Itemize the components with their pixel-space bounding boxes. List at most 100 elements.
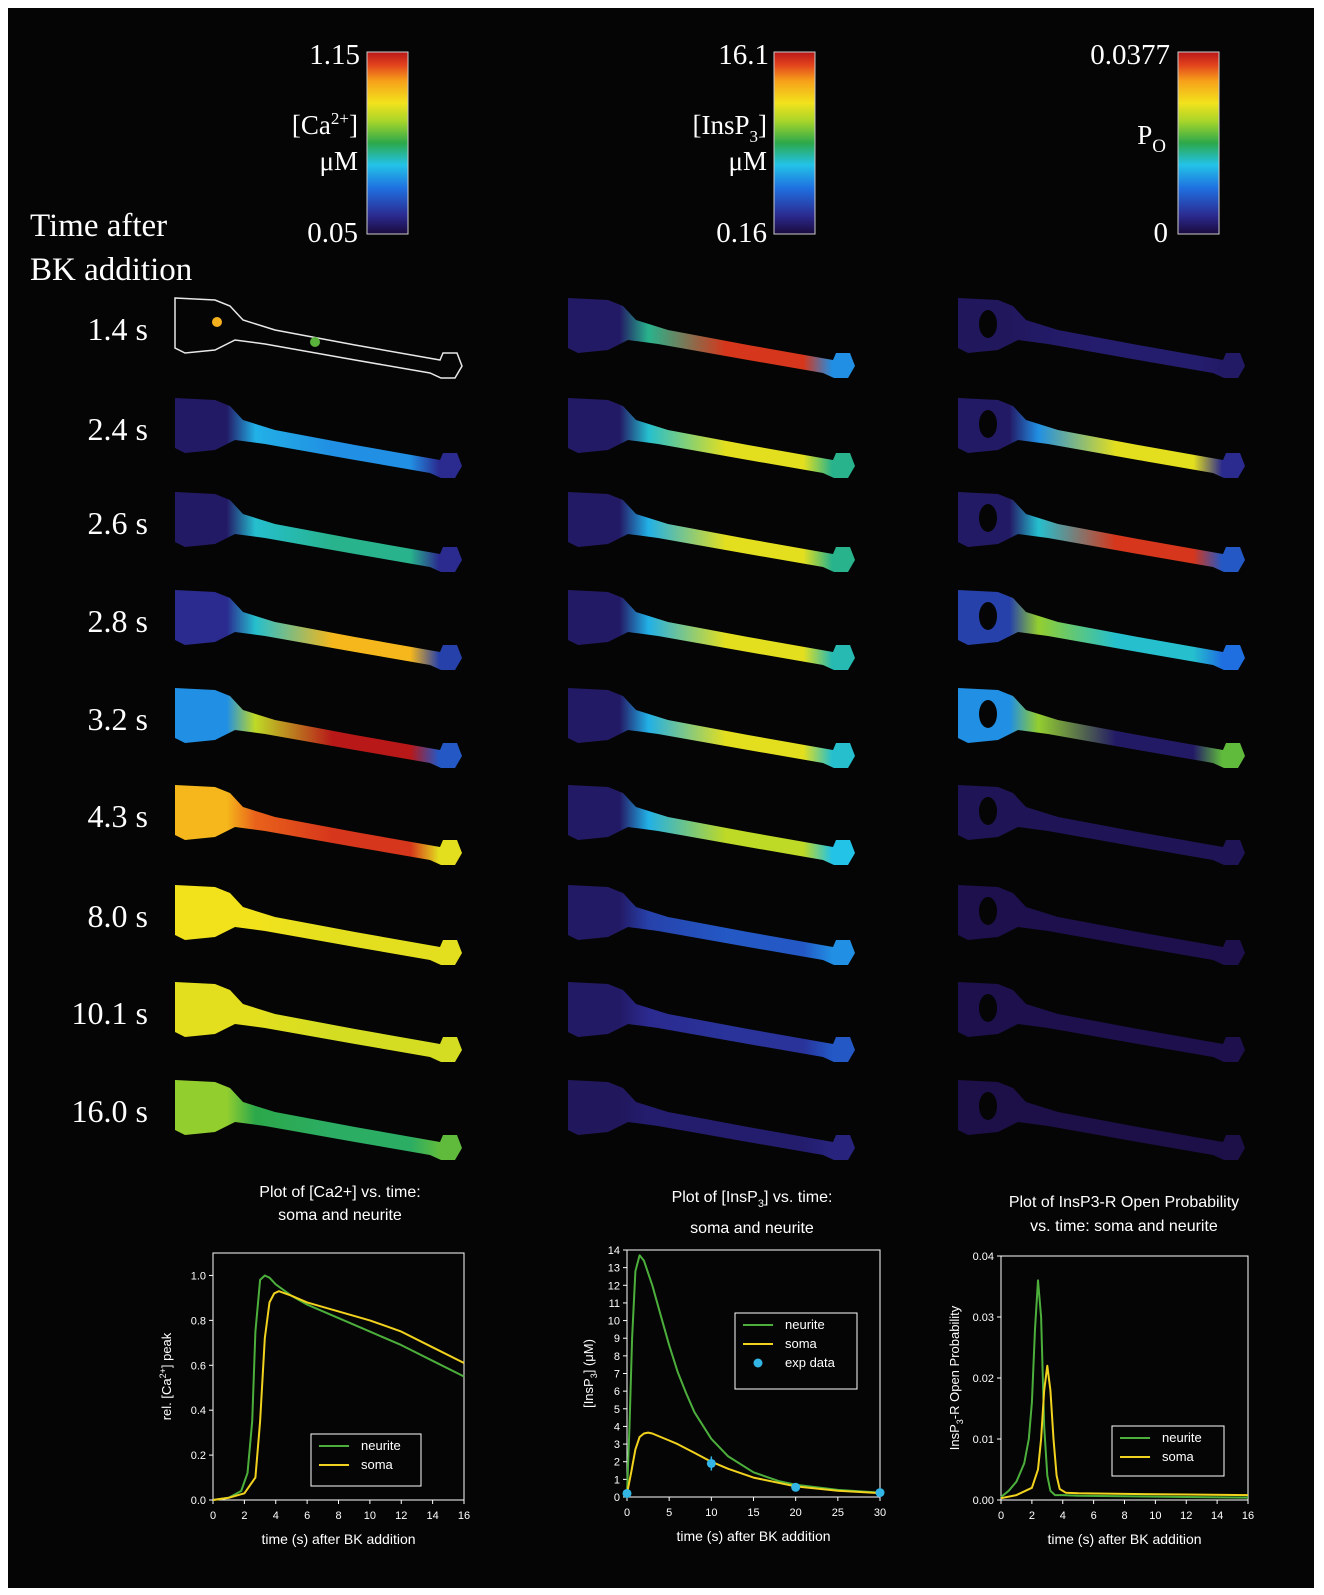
y-tick-label: 5 <box>614 1404 620 1416</box>
y-tick-label: 0.03 <box>973 1312 994 1324</box>
cell-po-frame <box>958 298 1245 378</box>
x-tick-label: 10 <box>705 1507 717 1519</box>
x-tick-label: 20 <box>790 1507 802 1519</box>
time-point-label: 3.2 s <box>88 701 148 737</box>
soma-marker <box>212 317 222 327</box>
cell-po-frame <box>958 885 1245 965</box>
x-tick-label: 8 <box>335 1510 341 1522</box>
colorbar-insp3-min: 0.16 <box>716 217 767 249</box>
chart-title-line2: soma and neurite <box>690 1220 814 1237</box>
y-tick-label: 0 <box>614 1492 620 1504</box>
cell-outline <box>174 297 463 379</box>
legend-label: soma <box>785 1336 818 1351</box>
colorbar-po-label: PO <box>1137 120 1166 157</box>
x-tick-label: 0 <box>210 1510 216 1522</box>
legend-box <box>310 1433 422 1487</box>
colorbar-ca-label-a: [Ca <box>292 110 331 140</box>
legend-label: soma <box>1162 1449 1195 1464</box>
colorbar-ca-label-sup: 2+ <box>331 109 349 128</box>
colorbar-ca-label: [Ca2+] <box>292 109 358 140</box>
time-point-label: 8.0 s <box>88 898 148 934</box>
legend-label: exp data <box>785 1355 836 1370</box>
y-tick-label: 1.0 <box>191 1270 206 1282</box>
y-tick-label: 7 <box>614 1369 620 1381</box>
chart-3: Plot of InsP3-R Open Probability vs. time… <box>947 1194 1254 1547</box>
colorbar-ca-label-b: ] <box>349 110 358 140</box>
nucleus-hole <box>979 897 997 925</box>
colorbar-po: 0.0377 0 PO <box>1090 39 1220 249</box>
y-axis-label: InsP3-R Open Probability <box>947 1305 965 1450</box>
x-tick-label: 4 <box>273 1510 279 1522</box>
y-tick-label: 12 <box>608 1280 620 1292</box>
time-point-label: 16.0 s <box>72 1093 148 1129</box>
y-tick-label: 0.8 <box>191 1315 206 1327</box>
x-tick-label: 10 <box>364 1510 376 1522</box>
time-point-label: 1.4 s <box>88 311 148 347</box>
x-tick-label: 15 <box>747 1507 759 1519</box>
legend-label: neurite <box>785 1317 825 1332</box>
x-tick-label: 10 <box>1149 1510 1161 1522</box>
colorbar-po-gradient <box>1177 51 1220 235</box>
y-axis-label: rel. [Ca2+] peak <box>158 1332 174 1420</box>
colorbar-insp3-gradient <box>773 51 816 235</box>
nucleus-hole <box>979 410 997 438</box>
y-tick-label: 0.6 <box>191 1360 206 1372</box>
cell-insp3-frame <box>568 398 855 478</box>
cell-po-frame <box>958 982 1245 1062</box>
chart-legend: neurite soma <box>1111 1425 1225 1477</box>
y-tick-label: 0.04 <box>973 1251 994 1263</box>
chart-title-line2: vs. time: soma and neurite <box>1030 1218 1218 1235</box>
y-tick-label: 3 <box>614 1439 620 1451</box>
time-point-label: 4.3 s <box>88 798 148 834</box>
time-label-line2: BK addition <box>30 252 192 288</box>
cell-ca-frame <box>175 688 462 768</box>
colorbar-ca: 1.15 0.05 [Ca2+] μM <box>292 39 409 249</box>
y-tick-label: 0.2 <box>191 1450 206 1462</box>
x-tick-label: 12 <box>1180 1510 1192 1522</box>
series-neurite-line <box>212 1274 465 1501</box>
y-tick-label: 8 <box>614 1351 620 1363</box>
x-tick-label: 0 <box>624 1507 630 1519</box>
legend-box <box>1111 1425 1225 1477</box>
cell-insp3-frame <box>568 982 855 1062</box>
colorbar-ca-max: 1.15 <box>309 39 360 71</box>
colorbar-insp3-label: [InsP3] <box>692 110 767 146</box>
cell-ca-frame <box>175 885 462 965</box>
cell-ca-frame <box>175 590 462 670</box>
time-point-label: 2.8 s <box>88 603 148 639</box>
series-soma-line <box>212 1290 465 1501</box>
colorbar-insp3-max: 16.1 <box>718 39 769 71</box>
colorbar-insp3-label-sub: 3 <box>750 127 759 146</box>
y-tick-label: 4 <box>614 1421 620 1433</box>
cell-po-frame <box>958 1080 1245 1160</box>
x-tick-label: 6 <box>1091 1510 1097 1522</box>
cell-ca-frame <box>175 982 462 1062</box>
time-label-line1: Time after <box>30 208 167 244</box>
series-soma-line <box>1000 1364 1249 1500</box>
legend-label: neurite <box>361 1438 401 1453</box>
x-tick-label: 2 <box>1029 1510 1035 1522</box>
y-tick-label: 14 <box>608 1245 620 1257</box>
time-point-label: 2.4 s <box>88 411 148 447</box>
legend-marker <box>753 1358 763 1368</box>
chart-legend: neurite soma <box>310 1433 422 1487</box>
cell-po-frame <box>958 688 1245 768</box>
colorbar-ca-unit: μM <box>320 146 358 176</box>
time-point-label: 10.1 s <box>72 995 148 1031</box>
x-tick-label: 30 <box>874 1507 886 1519</box>
exp-data-point <box>791 1482 801 1492</box>
chart-title-line2: soma and neurite <box>278 1207 402 1224</box>
colorbar-po-min: 0 <box>1154 217 1169 249</box>
x-axis-label: time (s) after BK addition <box>676 1528 830 1544</box>
colorbar-insp3-label-b: ] <box>758 110 767 140</box>
series-soma-line <box>626 1431 881 1495</box>
cell-ca-frame <box>175 492 462 572</box>
y-tick-label: 13 <box>608 1263 620 1275</box>
chart-panels: Plot of [Ca2+] vs. time: soma and neurite… <box>158 1184 1254 1547</box>
nucleus-hole <box>979 1092 997 1120</box>
cell-image-grid: 1.4 s 2.4 s 2.6 s 2.8 s 3.2 s 4.3 s 8.0 s 10.1 … <box>72 297 1245 1160</box>
legend-label: neurite <box>1162 1430 1202 1445</box>
y-tick-label: 0.0 <box>191 1495 206 1507</box>
chart-title-line1: Plot of [InsP3] vs. time: <box>672 1189 833 1210</box>
